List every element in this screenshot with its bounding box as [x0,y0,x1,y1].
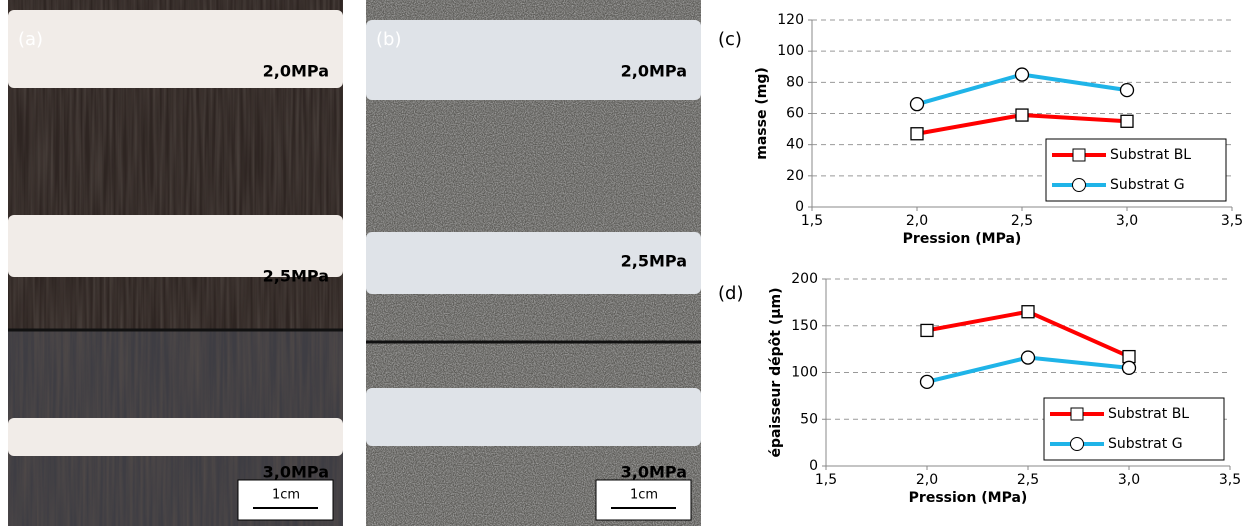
legend-label: Substrat BL [1110,147,1191,163]
pressure-label: 2,0MPa [621,62,687,81]
x-tick-label: 3,5 [1221,213,1243,229]
scale-label: 1cm [630,488,658,503]
marker [1121,360,1137,375]
x-tick-label: 2,0 [906,213,928,229]
panel-label: (a) [18,29,43,50]
pressure-label: 3,0MPa [263,463,329,482]
pressure-label: 2,5MPa [263,267,329,286]
x-tick-label: 3,5 [1219,472,1241,488]
y-tick-label: 0 [809,458,818,474]
x-axis-label: Pression (MPa) [909,490,1028,506]
chart: (d) 0 50 100 150 200 1,5 2,0 2,5 3,0 3,5 Pression (… [718,271,1241,506]
legend-label: Substrat BL [1108,406,1189,422]
y-tick-label: 100 [791,365,818,381]
marker [1120,114,1134,128]
x-tick-label: 2,0 [916,472,938,488]
scale-box [237,479,334,521]
coating-band [366,20,701,100]
legend-label: Substrat G [1110,177,1185,193]
panel-label: (b) [376,29,401,50]
legend-marker [1072,178,1086,192]
marker [919,374,935,390]
series-line [926,309,1130,359]
legend-label: Substrat G [1108,436,1183,452]
pressure-label: 2,5MPa [621,252,687,271]
marker [920,323,934,338]
marker [1014,67,1030,82]
y-tick-label: 150 [791,318,818,334]
y-tick-label: 100 [777,43,804,59]
x-tick-label: 1,5 [801,213,823,229]
marker [1020,350,1036,365]
marker [1015,108,1029,122]
y-axis-label: masse (mg) [754,67,770,159]
photos: (a) 2,0MPa 2,5MPa 3,0MPa 1cm (b) 2,0MPa 2,5MPa 3… [8,0,701,526]
x-tick-label: 2,5 [1011,213,1033,229]
x-tick-label: 3,0 [1116,213,1138,229]
legend-marker [1072,148,1086,162]
scale-box [595,479,692,521]
y-tick-label: 80 [786,74,804,90]
marker [910,127,924,141]
coating-band [366,388,701,446]
coating-band [8,215,343,277]
chart: (c) 0 20 40 60 80 100 120 1,5 2,0 2,5 3,0 3,5 Pressio… [718,12,1243,247]
coating-band [8,10,343,88]
coating-band [8,418,343,456]
charts: (c) 0 20 40 60 80 100 120 1,5 2,0 2,5 3,0 3,5 Pressio… [718,12,1243,506]
scale-label: 1cm [272,488,300,503]
legend-marker [1070,437,1084,451]
y-tick-label: 60 [786,106,804,122]
marker [909,97,925,112]
y-tick-label: 0 [795,199,804,215]
photo: (b) 2,0MPa 2,5MPa 3,0MPa 1cm [366,0,701,526]
y-tick-label: 40 [786,137,804,153]
pressure-label: 2,0MPa [263,62,329,81]
panel-label: (c) [718,29,742,50]
marker [1119,82,1135,98]
pressure-label: 3,0MPa [621,463,687,482]
y-tick-label: 50 [800,411,818,427]
x-axis-label: Pression (MPa) [903,231,1022,247]
photo: (a) 2,0MPa 2,5MPa 3,0MPa 1cm [8,0,343,526]
coating-band [366,232,701,294]
y-tick-label: 20 [786,168,804,184]
marker [1021,305,1035,319]
x-tick-label: 2,5 [1017,472,1039,488]
x-tick-label: 1,5 [815,472,837,488]
panel-label: (d) [718,283,743,304]
y-tick-label: 120 [777,12,804,28]
y-tick-label: 200 [791,271,818,287]
legend-marker [1070,407,1084,421]
y-axis-label: épaisseur dépôt (µm) [768,287,784,457]
x-tick-label: 3,0 [1118,472,1140,488]
